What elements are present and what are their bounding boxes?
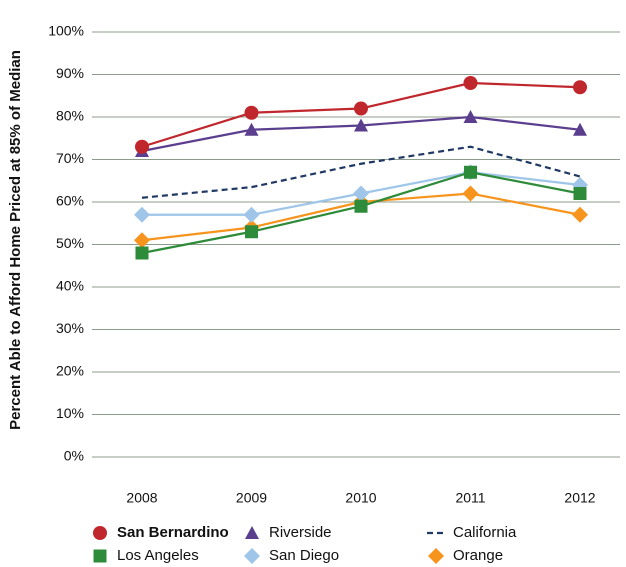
data-point: [134, 232, 150, 249]
legend-label: Riverside: [269, 524, 332, 541]
y-tick-label: 30%: [56, 320, 84, 336]
legend-label: Los Angeles: [117, 547, 199, 564]
x-tick-label: 2010: [345, 490, 376, 506]
y-axis-label: Percent Able to Afford Home Priced at 85…: [7, 50, 24, 430]
y-tick-label: 70%: [56, 150, 84, 166]
x-tick-label: 2008: [126, 490, 157, 506]
x-tick-label: 2009: [236, 490, 267, 506]
legend-swatch: [244, 548, 260, 564]
data-point: [573, 80, 587, 95]
y-tick-label: 50%: [56, 235, 84, 251]
y-tick-label: 100%: [48, 23, 84, 39]
data-point: [134, 206, 150, 223]
legend-label: San Bernardino: [117, 524, 229, 541]
y-tick-label: 40%: [56, 278, 84, 294]
series-line: [141, 145, 581, 199]
y-tick-label: 80%: [56, 108, 84, 124]
y-tick-label: 90%: [56, 65, 84, 81]
data-point: [462, 185, 479, 202]
data-point: [572, 206, 588, 223]
data-point: [135, 139, 149, 154]
data-point: [463, 110, 478, 123]
data-point: [353, 185, 369, 202]
legend-swatch: [428, 548, 444, 564]
legend-label: California: [453, 524, 517, 541]
x-tick-label: 2012: [564, 490, 595, 506]
x-tick-label: 2011: [455, 490, 485, 506]
data-point: [135, 246, 149, 260]
data-point: [243, 206, 260, 223]
y-tick-label: 10%: [56, 405, 84, 421]
data-point: [463, 76, 478, 90]
data-point: [573, 122, 587, 136]
y-tick-label: 0%: [64, 448, 84, 464]
data-point: [244, 105, 259, 120]
data-point: [245, 225, 258, 239]
legend-label: San Diego: [269, 547, 339, 564]
data-point: [244, 122, 259, 136]
data-point: [464, 165, 477, 179]
data-point: [573, 187, 587, 200]
y-tick-label: 60%: [56, 193, 84, 209]
data-point: [354, 118, 368, 132]
data-point: [354, 101, 368, 116]
y-tick-label: 20%: [56, 363, 84, 379]
legend-swatch: [93, 526, 107, 540]
data-point: [354, 199, 368, 213]
legend-swatch: [93, 549, 107, 563]
legend-label: Orange: [453, 547, 503, 564]
legend-swatch: [245, 526, 259, 539]
